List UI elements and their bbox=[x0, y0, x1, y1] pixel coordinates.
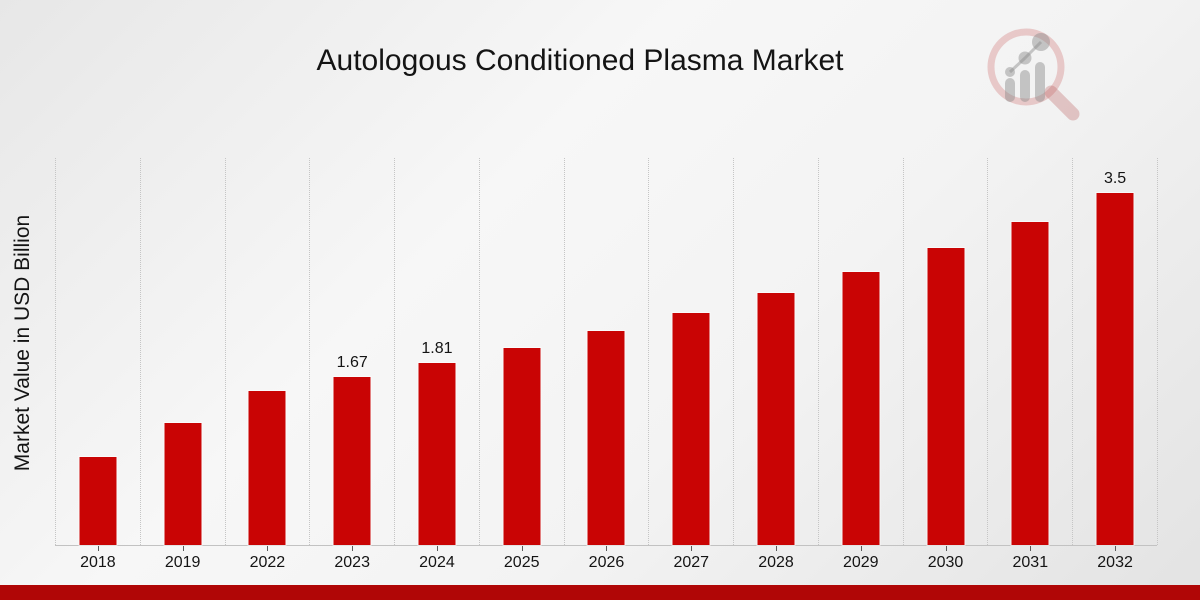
bar-2028 bbox=[757, 292, 795, 545]
category-cell-2029: 2029 bbox=[819, 158, 904, 571]
x-tick-label-2028: 2028 bbox=[758, 554, 794, 571]
category-cell-2027: 2027 bbox=[649, 158, 735, 571]
category-cell-2024: 1.81 2024 bbox=[395, 158, 480, 571]
x-tick-label-2027: 2027 bbox=[673, 554, 710, 571]
category-cell-2018: 2018 bbox=[56, 158, 141, 571]
bar-2019 bbox=[164, 423, 202, 545]
x-tick-2024 bbox=[436, 546, 438, 551]
x-tick-2030 bbox=[945, 546, 947, 551]
x-tick-2026 bbox=[606, 546, 608, 551]
category-cell-2030: 2030 bbox=[904, 158, 989, 571]
bar-2027 bbox=[672, 312, 710, 545]
bar-2031 bbox=[1011, 222, 1049, 545]
plot-area: 2018 2019 2022 1.67 2023 1.81 2024 2025 2026 2027… bbox=[55, 158, 1158, 571]
bar-2030 bbox=[927, 247, 965, 545]
category-cell-2032: 3.5 2032 bbox=[1073, 158, 1158, 571]
x-tick-2031 bbox=[1030, 546, 1032, 551]
data-label-2023: 1.67 bbox=[336, 354, 368, 372]
category-cell-2031: 2031 bbox=[988, 158, 1074, 571]
x-tick-label-2032: 2032 bbox=[1097, 554, 1133, 571]
brand-logo bbox=[987, 28, 1080, 121]
category-cell-2026: 2026 bbox=[565, 158, 650, 571]
category-cell-2028: 2028 bbox=[734, 158, 819, 571]
x-tick-2019 bbox=[182, 546, 184, 551]
x-tick-2029 bbox=[860, 546, 862, 551]
bar-2022 bbox=[248, 391, 286, 545]
x-tick-2023 bbox=[352, 546, 354, 551]
bar-2026 bbox=[587, 330, 625, 545]
bar-2029 bbox=[842, 271, 880, 545]
x-tick-2032 bbox=[1115, 546, 1117, 551]
x-tick-label-2023: 2023 bbox=[334, 554, 370, 571]
x-tick-label-2026: 2026 bbox=[588, 554, 625, 571]
data-label-2032: 3.5 bbox=[1103, 170, 1127, 188]
category-cell-2019: 2019 bbox=[141, 158, 226, 571]
category-cell-2022: 2022 bbox=[226, 158, 311, 571]
x-tick-2022 bbox=[267, 546, 269, 551]
x-tick-2027 bbox=[691, 546, 693, 551]
footer-accent-bar bbox=[0, 585, 1200, 600]
bar-2032: 3.5 bbox=[1096, 170, 1134, 545]
x-tick-2028 bbox=[776, 546, 777, 551]
x-tick-label-2031: 2031 bbox=[1012, 554, 1049, 571]
category-cell-2025: 2025 bbox=[480, 158, 565, 571]
bar-2025 bbox=[503, 348, 541, 545]
x-tick-label-2024: 2024 bbox=[419, 554, 455, 571]
x-tick-label-2019: 2019 bbox=[164, 554, 201, 571]
bar-2024: 1.81 bbox=[418, 340, 456, 545]
chart-title: Autologous Conditioned Plasma Market bbox=[316, 44, 844, 77]
bar-series: 2018 2019 2022 1.67 2023 1.81 2024 2025 2026 2027… bbox=[55, 158, 1158, 571]
bar-2018 bbox=[79, 456, 117, 545]
x-tick-label-2025: 2025 bbox=[503, 554, 540, 571]
x-tick-label-2029: 2029 bbox=[842, 554, 879, 571]
x-tick-label-2022: 2022 bbox=[249, 554, 286, 571]
bar-2023: 1.67 bbox=[333, 354, 371, 545]
data-label-2024: 1.81 bbox=[421, 340, 453, 358]
x-tick-2018 bbox=[97, 546, 99, 551]
magnifier-icon bbox=[987, 28, 1080, 121]
x-tick-label-2018: 2018 bbox=[80, 554, 116, 571]
x-tick-label-2030: 2030 bbox=[927, 554, 964, 571]
y-axis-label: Market Value in USD Billion bbox=[11, 214, 34, 472]
category-cell-2023: 1.67 2023 bbox=[310, 158, 396, 571]
x-tick-2025 bbox=[521, 546, 523, 551]
